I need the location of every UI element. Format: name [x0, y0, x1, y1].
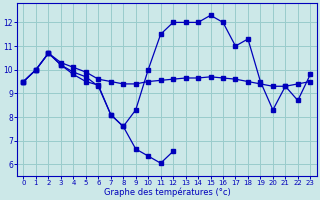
- X-axis label: Graphe des températures (°c): Graphe des températures (°c): [104, 187, 230, 197]
